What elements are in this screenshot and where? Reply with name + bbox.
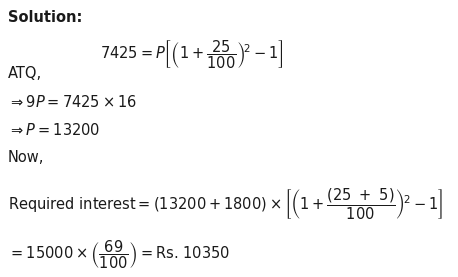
Text: ATQ,: ATQ, (8, 66, 42, 81)
Text: $\Rightarrow 9P = 7425 \times 16$: $\Rightarrow 9P = 7425 \times 16$ (8, 94, 137, 110)
Text: $\Rightarrow P = 13200$: $\Rightarrow P = 13200$ (8, 122, 100, 138)
Text: Now,: Now, (8, 150, 44, 165)
Text: $7425 = P\left[\left(1 + \dfrac{25}{100}\right)^{\!2} - 1\right]$: $7425 = P\left[\left(1 + \dfrac{25}{100}… (100, 38, 284, 71)
Text: $= 15000 \times \left(\dfrac{69}{100}\right) = \text{Rs. 10350}$: $= 15000 \times \left(\dfrac{69}{100}\ri… (8, 238, 230, 271)
Text: Solution:: Solution: (8, 10, 82, 25)
Text: $\text{Required interest} = (13200 + 1800) \times \left[\left(1 + \dfrac{(25\ +\: $\text{Required interest} = (13200 + 180… (8, 186, 443, 222)
